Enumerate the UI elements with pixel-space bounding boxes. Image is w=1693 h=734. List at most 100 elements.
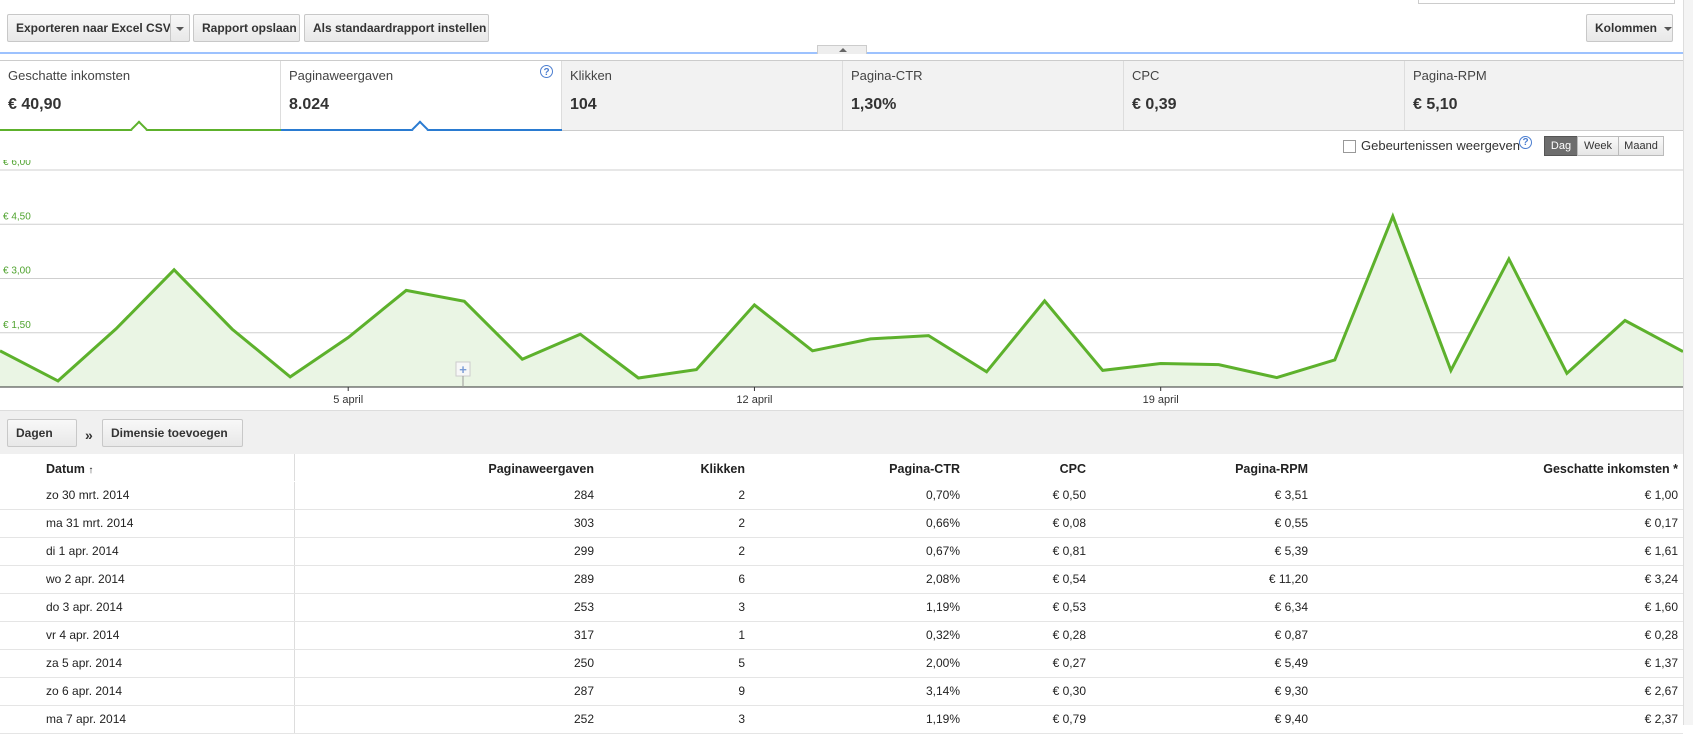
data-point[interactable] <box>1564 370 1570 376</box>
header-page-ctr[interactable]: Pagina-CTR <box>889 462 960 476</box>
cell-estimated-earnings: € 1,61 <box>1644 544 1678 558</box>
search-box-edge[interactable] <box>1418 0 1675 4</box>
data-point[interactable] <box>809 348 815 354</box>
data-point[interactable] <box>1448 367 1454 373</box>
data-point[interactable] <box>1274 375 1280 381</box>
data-point[interactable] <box>113 326 119 332</box>
show-events-toggle[interactable]: Gebeurtenissen weergeven <box>1343 138 1520 154</box>
cell-page-rpm: € 3,51 <box>1274 488 1308 502</box>
cell-date: do 3 apr. 2014 <box>0 594 295 621</box>
earnings-chart: € 1,50 € 3,00 € 4,50 € 6,00 5 april 12 april 1… <box>0 160 1683 406</box>
header-page-rpm[interactable]: Pagina-RPM <box>1235 462 1308 476</box>
data-point[interactable] <box>171 267 177 273</box>
cell-pageviews: 289 <box>573 572 594 586</box>
table-row: ma 31 mrt. 2014 303 2 0,66% € 0,08 € 0,55 € 0,… <box>0 510 1683 538</box>
set-default-report-button[interactable]: Als standaardrapport instellen <box>304 14 489 42</box>
cell-page-ctr: 2,00% <box>925 656 960 670</box>
cell-cpc: € 0,28 <box>1052 628 1086 642</box>
metric-clicks[interactable]: Klikken 104 <box>562 61 843 130</box>
export-csv-button[interactable]: Exporteren naar Excel CSV <box>7 14 190 42</box>
cell-pageviews: 287 <box>573 684 594 698</box>
data-point[interactable] <box>1332 357 1338 363</box>
selection-notch <box>411 120 429 138</box>
header-date[interactable]: Datum ↑ <box>0 454 295 481</box>
metric-value: 8.024 <box>289 96 330 113</box>
cell-pageviews: 250 <box>573 656 594 670</box>
breadcrumb-separator: » <box>85 427 93 443</box>
period-week-button[interactable]: Week <box>1577 136 1619 156</box>
metric-cpc[interactable]: CPC € 0,39 <box>1124 61 1405 130</box>
period-month-button[interactable]: Maand <box>1618 136 1664 156</box>
help-icon[interactable]: ? <box>1519 136 1532 149</box>
y-tick-label: € 1,50 <box>3 320 31 331</box>
data-point[interactable] <box>751 302 757 308</box>
data-point[interactable] <box>287 374 293 380</box>
cell-clicks: 2 <box>738 488 745 502</box>
columns-label: Kolommen <box>1595 21 1658 35</box>
metric-name: Pagina-CTR <box>851 68 923 83</box>
data-point[interactable] <box>926 333 932 339</box>
add-dimension-button[interactable]: Dimensie toevoegen <box>102 419 243 462</box>
cell-page-ctr: 0,32% <box>925 628 960 642</box>
data-point[interactable] <box>1100 367 1106 373</box>
data-point[interactable] <box>1390 213 1396 219</box>
header-estimated-earnings[interactable]: Geschatte inkomsten * <box>1543 462 1678 476</box>
data-point[interactable] <box>1216 362 1222 368</box>
cell-cpc: € 0,50 <box>1052 488 1086 502</box>
cell-cpc: € 0,81 <box>1052 544 1086 558</box>
data-point[interactable] <box>55 378 61 384</box>
data-point[interactable] <box>403 287 409 293</box>
cell-page-rpm: € 5,39 <box>1274 544 1308 558</box>
header-pageviews[interactable]: Paginaweergaven <box>488 462 594 476</box>
cell-pageviews: 284 <box>573 488 594 502</box>
cell-clicks: 3 <box>738 600 745 614</box>
cell-page-ctr: 0,67% <box>925 544 960 558</box>
cell-pageviews: 252 <box>573 712 594 726</box>
help-icon[interactable]: ? <box>540 65 553 78</box>
metric-value: 104 <box>570 96 597 113</box>
save-report-button[interactable]: Rapport opslaan <box>193 14 300 42</box>
metric-page-ctr[interactable]: Pagina-CTR 1,30% <box>843 61 1124 130</box>
cell-cpc: € 0,54 <box>1052 572 1086 586</box>
columns-button[interactable]: Kolommen <box>1586 14 1673 42</box>
data-point[interactable] <box>1622 317 1628 323</box>
scrollbar[interactable] <box>1683 0 1693 725</box>
metric-estimated-earnings[interactable]: Geschatte inkomsten € 40,90 <box>0 61 281 138</box>
metric-cards: Geschatte inkomsten € 40,90 Paginaweerga… <box>0 60 1683 138</box>
data-point[interactable] <box>1042 298 1048 304</box>
data-point[interactable] <box>345 334 351 340</box>
cell-date: zo 30 mrt. 2014 <box>0 482 295 509</box>
chevron-up-icon <box>839 48 847 52</box>
data-point[interactable] <box>1158 360 1164 366</box>
dimension-days-button[interactable]: Dagen <box>7 419 77 462</box>
y-tick-label: € 3,00 <box>3 266 31 277</box>
data-point[interactable] <box>229 326 235 332</box>
plus-icon: + <box>459 362 467 377</box>
cell-clicks: 5 <box>738 656 745 670</box>
cell-date: di 1 apr. 2014 <box>0 538 295 565</box>
metric-pageviews[interactable]: Paginaweergaven 8.024 ? <box>281 61 562 138</box>
collapse-chart-toggle[interactable] <box>817 45 867 54</box>
header-cpc[interactable]: CPC <box>1059 462 1086 476</box>
data-point[interactable] <box>461 298 467 304</box>
dimension-days-label: Dagen <box>16 426 53 440</box>
events-checkbox[interactable] <box>1343 140 1356 154</box>
data-point[interactable] <box>519 356 525 362</box>
cell-date: zo 6 apr. 2014 <box>0 678 295 705</box>
header-clicks[interactable]: Klikken <box>700 462 745 476</box>
report-table: Datum ↑ Paginaweergaven Klikken Pagina-C… <box>0 454 1683 734</box>
period-day-button[interactable]: Dag <box>1544 136 1578 156</box>
data-point[interactable] <box>693 367 699 373</box>
export-dropdown-button[interactable] <box>170 14 190 42</box>
data-point[interactable] <box>1506 256 1512 262</box>
cell-estimated-earnings: € 2,37 <box>1644 712 1678 726</box>
metric-page-rpm[interactable]: Pagina-RPM € 5,10 <box>1405 61 1683 130</box>
data-point[interactable] <box>984 369 990 375</box>
cell-page-rpm: € 0,87 <box>1274 628 1308 642</box>
data-point[interactable] <box>868 336 874 342</box>
x-tick-label: 5 april <box>333 394 363 406</box>
cell-page-rpm: € 9,40 <box>1274 712 1308 726</box>
data-point[interactable] <box>635 375 641 381</box>
cell-cpc: € 0,53 <box>1052 600 1086 614</box>
data-point[interactable] <box>577 331 583 337</box>
